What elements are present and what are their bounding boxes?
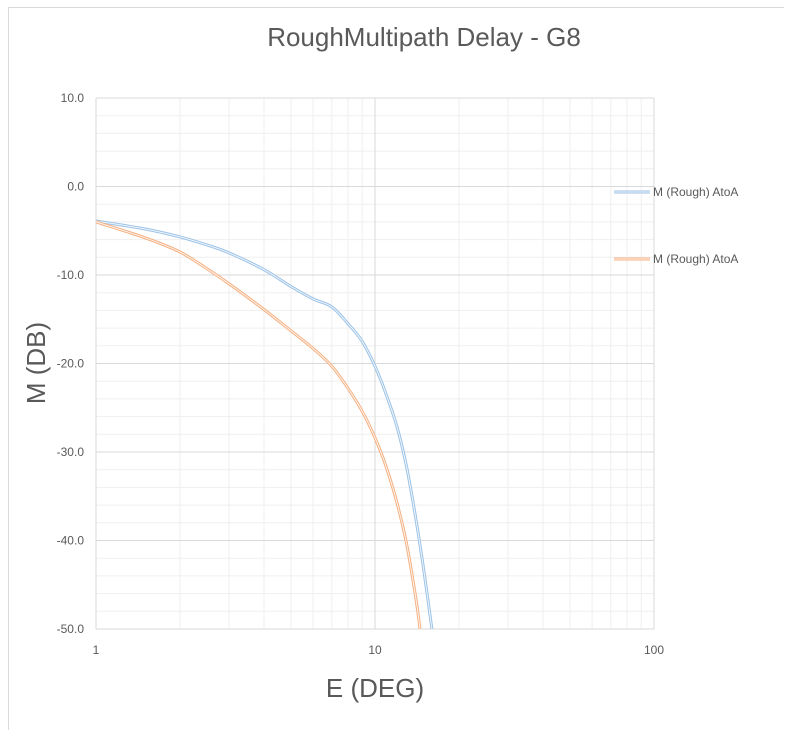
x-tick-label: 1 — [93, 643, 100, 657]
y-tick-label: -30.0 — [57, 445, 85, 459]
x-tick-label: 100 — [644, 643, 664, 657]
y-tick-label: -50.0 — [57, 622, 85, 636]
tick-layer: 10.0 0.0 -10.0 -20.0 -30.0 -40.0 -50.0 1 10 100 — [57, 91, 665, 657]
y-tick-label: -40.0 — [57, 534, 85, 548]
legend: M (Rough) AtoA M (Rough) AtoA — [614, 185, 738, 266]
legend-label-1: M (Rough) AtoA — [653, 185, 738, 199]
legend-label-2: M (Rough) AtoA — [653, 252, 738, 266]
y-tick-label: 0.0 — [67, 180, 84, 194]
series-line-2-core — [95, 221, 421, 630]
series-layer — [95, 219, 434, 630]
x-axis-title: E (DEG) — [326, 673, 424, 703]
series-line-1-core — [95, 220, 433, 630]
y-tick-label: -20.0 — [57, 357, 85, 371]
grid — [95, 97, 655, 630]
chart-frame — [8, 7, 784, 730]
x-tick-label: 10 — [368, 643, 382, 657]
y-tick-label: 10.0 — [61, 91, 85, 105]
y-tick-label: -10.0 — [57, 268, 85, 282]
series-line-2 — [95, 220, 422, 630]
y-axis-title: M (DB) — [21, 322, 51, 404]
chart-title: RoughMultipath Delay - G8 — [267, 22, 581, 52]
